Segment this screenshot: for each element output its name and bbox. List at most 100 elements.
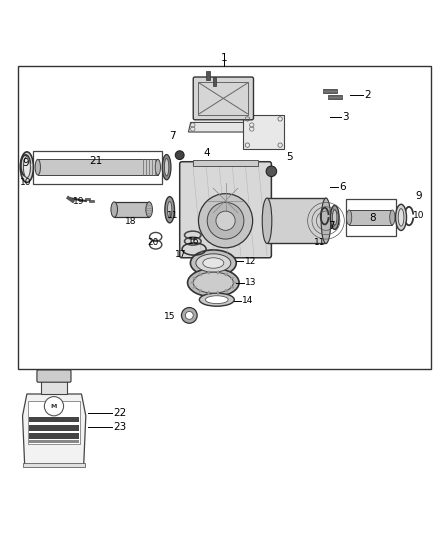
Circle shape bbox=[216, 211, 235, 230]
Text: 12: 12 bbox=[245, 257, 256, 266]
Text: 3: 3 bbox=[343, 112, 349, 122]
Ellipse shape bbox=[190, 281, 194, 284]
Polygon shape bbox=[188, 123, 258, 132]
Text: 7: 7 bbox=[328, 221, 335, 231]
FancyBboxPatch shape bbox=[180, 161, 272, 258]
Text: 5: 5 bbox=[286, 152, 293, 163]
Bar bbox=[28, 400, 80, 444]
Text: 9: 9 bbox=[22, 158, 29, 167]
Ellipse shape bbox=[192, 286, 197, 288]
Text: 2: 2 bbox=[364, 90, 371, 100]
Text: 22: 22 bbox=[113, 408, 127, 418]
Ellipse shape bbox=[332, 210, 337, 225]
Text: 11: 11 bbox=[167, 211, 179, 220]
Text: 23: 23 bbox=[113, 422, 127, 432]
Bar bbox=[18, 66, 431, 369]
Ellipse shape bbox=[191, 250, 236, 276]
FancyBboxPatch shape bbox=[37, 370, 71, 382]
Text: 20: 20 bbox=[148, 238, 159, 247]
Ellipse shape bbox=[225, 289, 228, 293]
Text: 9: 9 bbox=[415, 191, 422, 201]
Ellipse shape bbox=[199, 272, 202, 276]
Ellipse shape bbox=[199, 289, 202, 293]
Bar bbox=[213, 77, 216, 86]
Ellipse shape bbox=[146, 202, 152, 217]
Text: 16: 16 bbox=[188, 237, 199, 246]
Circle shape bbox=[175, 151, 184, 159]
Bar bbox=[28, 440, 79, 443]
Text: 14: 14 bbox=[242, 296, 253, 305]
Text: 8: 8 bbox=[369, 213, 376, 223]
Bar bbox=[198, 82, 248, 115]
Ellipse shape bbox=[208, 290, 210, 295]
Bar bbox=[33, 151, 162, 183]
Text: 10: 10 bbox=[20, 178, 32, 187]
Ellipse shape bbox=[217, 270, 219, 274]
Ellipse shape bbox=[346, 210, 352, 225]
Text: 11: 11 bbox=[314, 238, 325, 247]
Ellipse shape bbox=[35, 159, 40, 175]
Bar bbox=[193, 159, 258, 166]
Ellipse shape bbox=[217, 290, 219, 295]
FancyBboxPatch shape bbox=[193, 77, 254, 120]
Bar bbox=[41, 379, 67, 394]
Ellipse shape bbox=[203, 258, 224, 268]
Ellipse shape bbox=[321, 198, 331, 244]
Ellipse shape bbox=[192, 277, 197, 279]
Text: 18: 18 bbox=[125, 217, 137, 227]
Bar bbox=[28, 433, 79, 439]
Text: 7: 7 bbox=[169, 131, 176, 141]
Bar bbox=[38, 159, 158, 175]
Ellipse shape bbox=[165, 197, 174, 223]
Ellipse shape bbox=[208, 270, 210, 274]
Bar bbox=[328, 95, 342, 99]
Text: 21: 21 bbox=[89, 156, 102, 166]
Text: 19: 19 bbox=[73, 197, 84, 206]
Bar bbox=[28, 425, 79, 431]
Ellipse shape bbox=[232, 281, 237, 284]
Ellipse shape bbox=[398, 208, 404, 226]
Circle shape bbox=[266, 166, 277, 176]
Circle shape bbox=[207, 203, 244, 239]
Text: 13: 13 bbox=[245, 278, 256, 287]
Text: M: M bbox=[51, 403, 57, 409]
Ellipse shape bbox=[193, 272, 233, 293]
Ellipse shape bbox=[187, 269, 239, 297]
Ellipse shape bbox=[162, 155, 171, 180]
Ellipse shape bbox=[199, 293, 234, 306]
Ellipse shape bbox=[155, 159, 160, 175]
Bar bbox=[89, 200, 94, 202]
Ellipse shape bbox=[396, 204, 406, 230]
Ellipse shape bbox=[230, 286, 234, 288]
Text: 6: 6 bbox=[339, 182, 346, 192]
Bar bbox=[349, 210, 392, 225]
Circle shape bbox=[181, 308, 197, 323]
Ellipse shape bbox=[23, 157, 30, 177]
Ellipse shape bbox=[196, 254, 231, 272]
Text: 1: 1 bbox=[221, 53, 228, 63]
Circle shape bbox=[198, 193, 253, 248]
Bar bbox=[267, 198, 326, 244]
Ellipse shape bbox=[20, 152, 33, 182]
Ellipse shape bbox=[390, 210, 395, 225]
Ellipse shape bbox=[230, 277, 234, 279]
Bar bbox=[243, 115, 285, 149]
Circle shape bbox=[185, 311, 193, 319]
Bar bbox=[206, 71, 210, 79]
Bar bbox=[28, 417, 79, 422]
Ellipse shape bbox=[205, 296, 228, 304]
Ellipse shape bbox=[167, 201, 172, 218]
Ellipse shape bbox=[225, 272, 228, 276]
Bar bbox=[114, 202, 149, 217]
Text: 17: 17 bbox=[175, 250, 187, 259]
Bar bbox=[323, 89, 337, 93]
Polygon shape bbox=[22, 394, 86, 466]
Circle shape bbox=[44, 397, 64, 416]
Text: 10: 10 bbox=[413, 211, 424, 220]
Text: 4: 4 bbox=[204, 148, 210, 158]
Ellipse shape bbox=[111, 202, 117, 217]
Bar bbox=[346, 199, 396, 236]
Ellipse shape bbox=[330, 205, 339, 229]
Ellipse shape bbox=[262, 198, 272, 244]
Ellipse shape bbox=[164, 158, 169, 176]
